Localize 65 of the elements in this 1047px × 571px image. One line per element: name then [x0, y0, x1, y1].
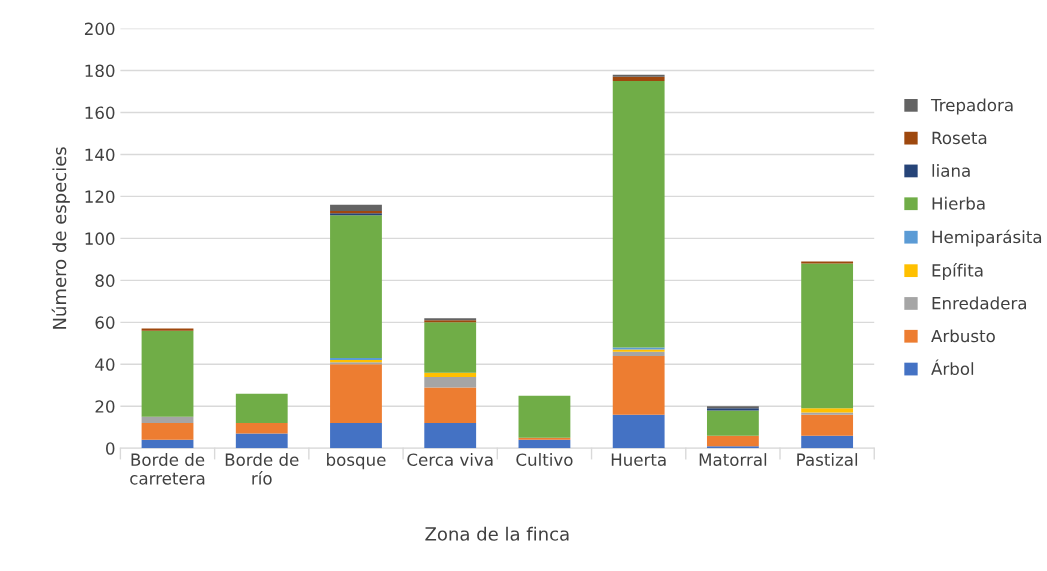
legend-label: liana	[932, 164, 970, 177]
y-tick-label: 180	[85, 64, 115, 78]
x-tick-label: Borde de río	[225, 453, 299, 485]
y-tick-label: 80	[95, 274, 115, 287]
x-tick-label: Borde de carretera	[130, 453, 205, 485]
bar	[612, 81, 665, 348]
y-tick-label: 120	[85, 190, 115, 203]
bar	[141, 330, 194, 417]
bar	[706, 435, 759, 447]
y-tick-label: 40	[95, 358, 115, 371]
x-tick-label: Huerta	[611, 453, 666, 466]
bar	[330, 423, 382, 449]
bar	[424, 322, 477, 373]
bar	[518, 439, 571, 449]
legend-label: Arbusto	[931, 329, 995, 343]
bar	[330, 215, 382, 358]
legend-label: Hierba	[932, 196, 985, 210]
x-tick-label: bosque	[327, 453, 386, 470]
bar	[801, 263, 854, 409]
y-tick-label: 100	[85, 232, 115, 245]
legend-label: Trepadora	[930, 98, 1013, 115]
x-tick-label: Matorral	[699, 453, 767, 466]
legend-label: Hemiparásita	[932, 229, 1042, 247]
bar	[801, 412, 854, 415]
bar	[424, 376, 477, 388]
bar	[612, 355, 665, 415]
y-tick-label: 0	[106, 442, 115, 455]
bar	[801, 414, 854, 436]
bar	[141, 423, 194, 440]
legend-label: Roseta	[932, 131, 987, 145]
bar	[330, 364, 382, 424]
bar	[612, 74, 665, 77]
y-tick-label: 160	[85, 106, 115, 120]
x-tick-label: Cultivo	[516, 453, 573, 466]
bar	[612, 414, 665, 449]
x-tick-label: Cerca viva	[407, 453, 493, 466]
bar	[330, 204, 382, 212]
bar	[612, 76, 665, 82]
x-axis-title: Zona de la finca	[425, 526, 569, 541]
bar	[706, 410, 759, 436]
bar	[706, 446, 759, 449]
y-tick-label: 140	[85, 148, 115, 162]
legend-label: Epífita	[932, 263, 983, 280]
legend-label: Enredadera	[932, 296, 1026, 310]
bar	[801, 435, 854, 449]
bar	[801, 261, 854, 264]
bar	[518, 437, 571, 440]
bar	[141, 439, 194, 449]
bar	[141, 416, 194, 424]
bar	[424, 387, 477, 424]
bar	[235, 393, 288, 424]
bar	[801, 408, 854, 413]
legend-label: Árbol	[931, 359, 974, 376]
bar	[518, 395, 571, 438]
bar	[424, 372, 477, 377]
x-tick-label: Pastizal	[797, 453, 858, 466]
bar	[424, 423, 477, 449]
y-tick-label: 200	[84, 22, 115, 36]
bar	[612, 351, 665, 356]
bar	[141, 328, 194, 331]
y-tick-label: 60	[95, 316, 115, 329]
bar	[235, 433, 288, 449]
bar	[235, 423, 288, 434]
y-axis-title: Número de especies	[51, 147, 70, 329]
y-tick-label: 20	[95, 400, 115, 413]
